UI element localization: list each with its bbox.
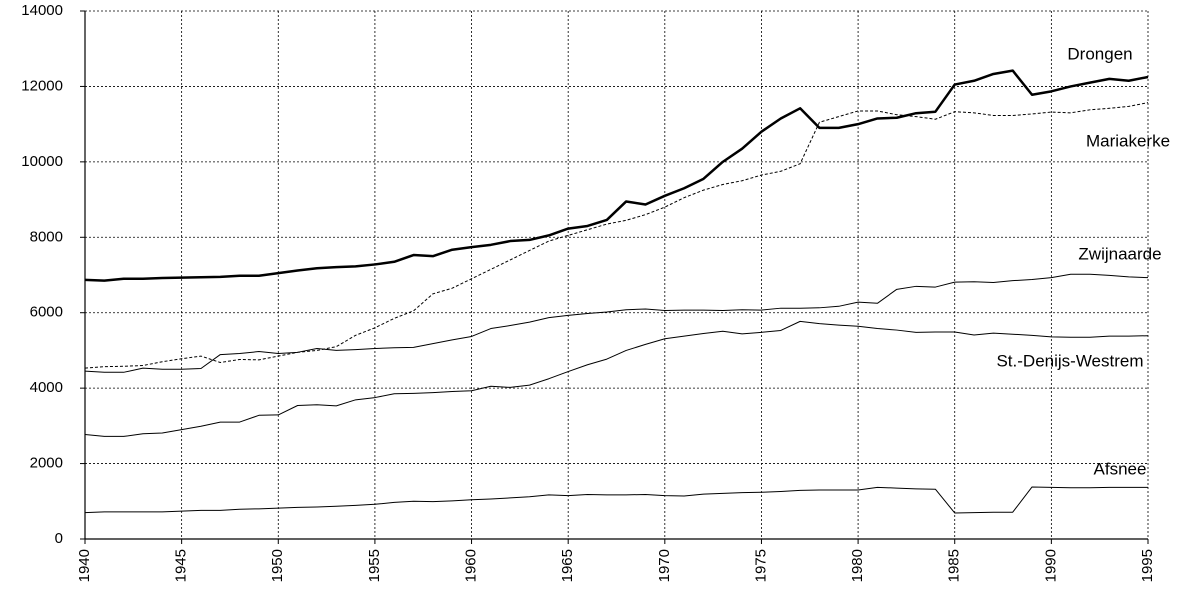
x-tick-label: 1955 [366,549,383,582]
series-line [84,69,1149,282]
x-tick-label: 1985 [946,549,963,582]
x-tick-label: 1975 [752,549,769,582]
series-label: Drongen [1067,44,1132,63]
x-tick-label: 1960 [463,549,480,582]
series-label: St.-Denijs-Westrem [996,351,1143,370]
y-tick-label: 10000 [21,153,63,170]
y-tick-label: 12000 [21,77,63,94]
x-tick-label: 1980 [849,549,866,582]
x-tick-label: 1995 [1139,549,1156,582]
y-tick-label: 8000 [30,228,63,245]
series-line [84,273,1149,373]
x-tick-label: 1990 [1042,549,1059,582]
series-line [84,486,1148,514]
y-tick-label: 2000 [30,455,63,472]
x-tick-label: 1945 [173,549,190,582]
x-tick-label: 1970 [656,549,673,582]
series-label: Mariakerke [1086,131,1170,150]
x-tick-label: 1950 [269,549,286,582]
series-line [84,102,1149,369]
y-tick-label: 0 [55,530,63,547]
y-tick-label: 4000 [30,379,63,396]
y-tick-label: 6000 [30,304,63,321]
x-tick-label: 1965 [559,549,576,582]
series-line [84,320,1149,437]
series-label: Zwijnaarde [1078,244,1161,263]
series-label: Afsnee [1094,459,1147,478]
x-tick-label: 1940 [76,549,93,582]
y-tick-label: 14000 [21,2,63,19]
